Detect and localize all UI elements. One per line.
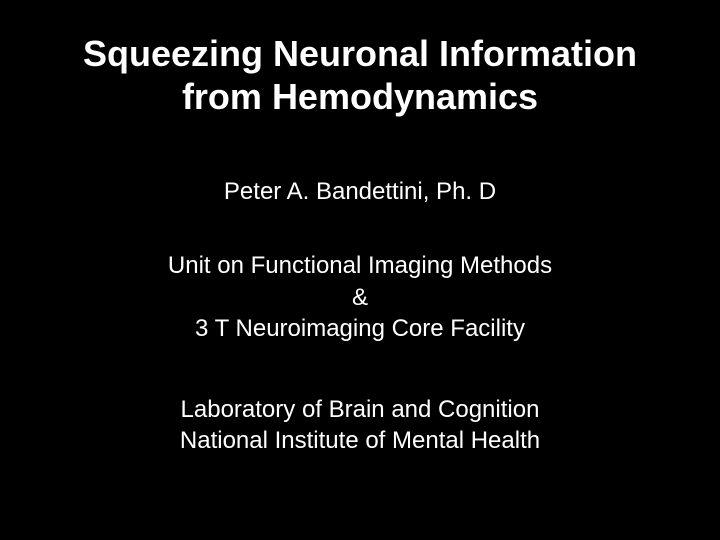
affiliation-block: Unit on Functional Imaging Methods & 3 T… bbox=[168, 250, 552, 344]
affiliation-line-3: 3 T Neuroimaging Core Facility bbox=[168, 313, 552, 344]
title-line-1: Squeezing Neuronal Information bbox=[83, 32, 637, 75]
institution-line-2: National Institute of Mental Health bbox=[180, 425, 540, 456]
title-line-2: from Hemodynamics bbox=[83, 75, 637, 118]
affiliation-line-2: & bbox=[168, 282, 552, 313]
institution-line-1: Laboratory of Brain and Cognition bbox=[180, 394, 540, 425]
author-name: Peter A. Bandettini, Ph. D bbox=[224, 178, 496, 206]
slide-container: Squeezing Neuronal Information from Hemo… bbox=[0, 0, 720, 540]
affiliation-line-1: Unit on Functional Imaging Methods bbox=[168, 250, 552, 281]
institution-block: Laboratory of Brain and Cognition Nation… bbox=[180, 394, 540, 456]
slide-title: Squeezing Neuronal Information from Hemo… bbox=[13, 32, 707, 118]
